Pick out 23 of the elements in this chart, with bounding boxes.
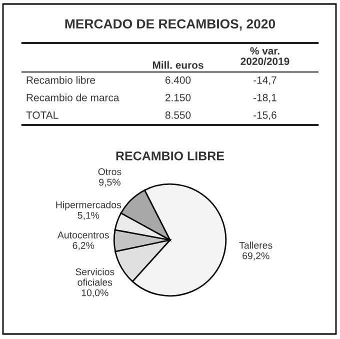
text: 6.400: [165, 76, 191, 84]
text: 2.150: [165, 94, 191, 102]
text: 8.550: [165, 111, 191, 119]
slice-label: Otros: [98, 168, 122, 176]
text: % var. 2020/2019: [240, 47, 290, 66]
text: Mill. euros: [152, 61, 204, 69]
text: TOTAL: [26, 111, 58, 119]
data-label: 6,2%: [72, 242, 94, 250]
slice-label: Servicios oficiales: [76, 268, 114, 286]
data-label: 69,2%: [242, 252, 270, 260]
data-label: 5,1%: [78, 212, 100, 220]
slice-label: Hipermercados: [56, 201, 122, 210]
text: -14,7: [254, 76, 276, 86]
data-label: 9,5%: [99, 178, 120, 187]
data-label: 10,0%: [82, 289, 108, 298]
text: Recambio de marca: [26, 94, 120, 102]
text: -15,6: [254, 111, 276, 120]
slice-label: Autocentros: [57, 232, 109, 238]
text: Recambio libre: [26, 76, 96, 84]
text: -18,1: [254, 94, 276, 103]
chart-title: RECAMBIO LIBRE: [116, 152, 224, 160]
text: MERCADO DE RECAMBIOS, 2020: [65, 19, 276, 30]
slice-label: Talleres: [239, 242, 272, 249]
